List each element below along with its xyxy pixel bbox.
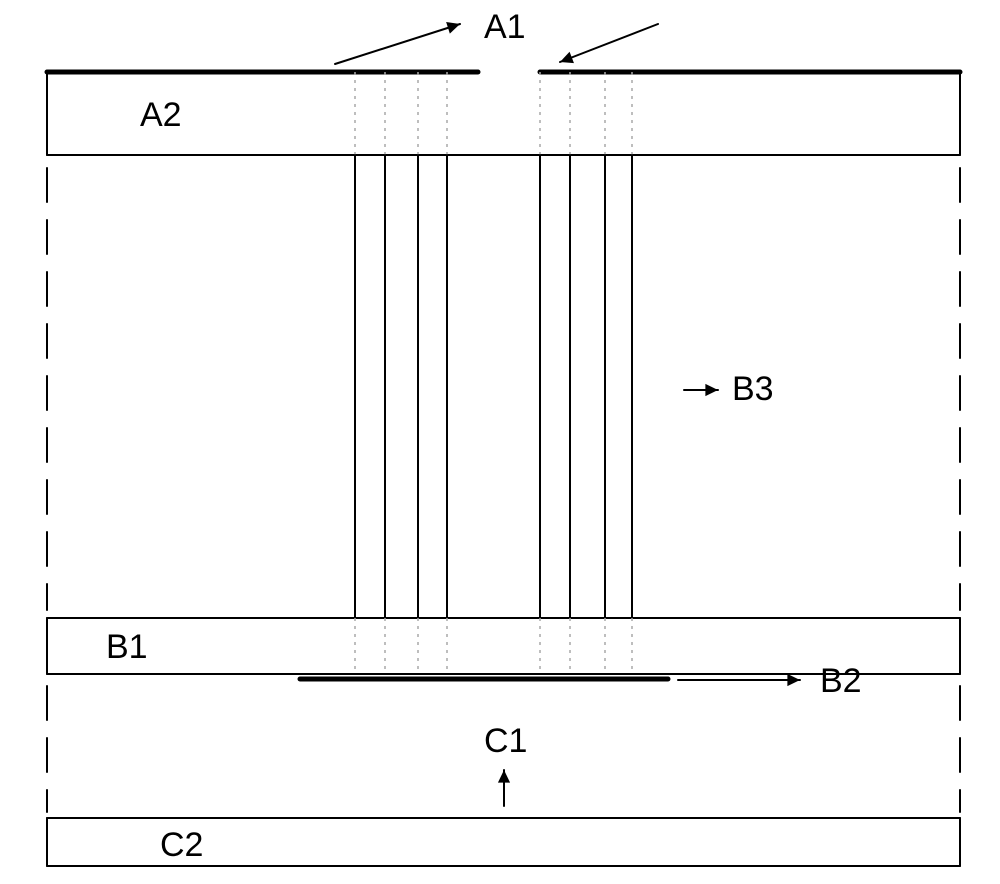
label-B3: B3 [732, 370, 774, 408]
label-B1: B1 [106, 628, 148, 666]
label-C1: C1 [484, 722, 527, 760]
arrow-c1 [498, 770, 510, 806]
arrow-b3 [684, 384, 718, 396]
diagram-canvas: A1 A2 B1 B2 B3 C1 C2 [0, 0, 1000, 884]
label-B2: B2 [820, 662, 862, 700]
label-C2: C2 [160, 826, 203, 864]
arrow-a1-right [560, 24, 658, 63]
arrow-a1-left [335, 22, 460, 64]
label-A1: A1 [484, 8, 526, 46]
arrow-b2 [678, 674, 800, 686]
label-A2: A2 [140, 96, 182, 134]
